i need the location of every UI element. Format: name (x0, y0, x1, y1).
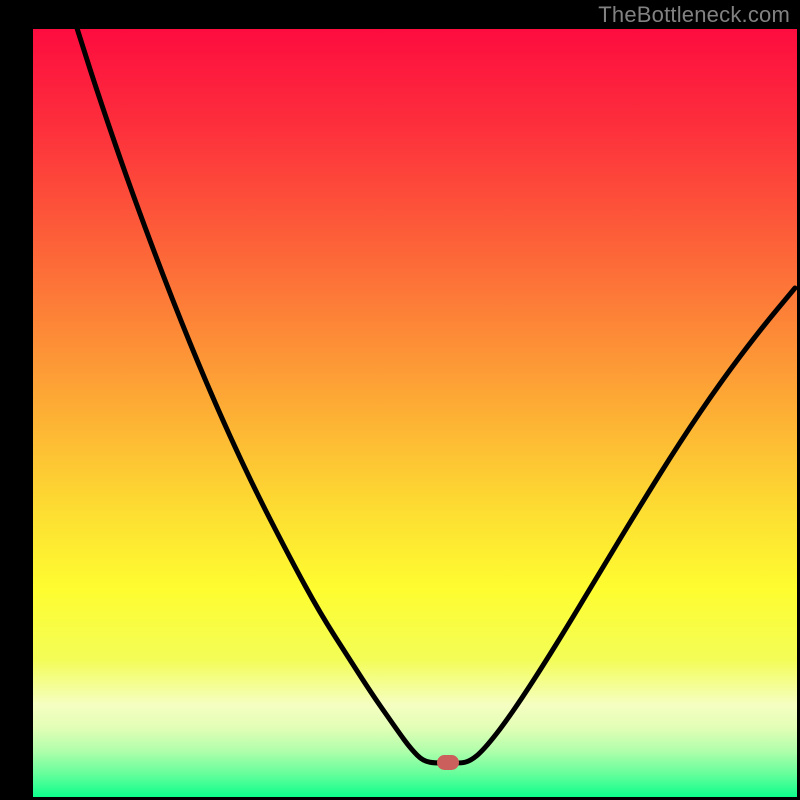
bottleneck-curve (33, 29, 797, 797)
curve-path (68, 29, 795, 763)
frame-left (0, 0, 33, 800)
plot-area (33, 29, 797, 797)
result-marker (437, 755, 459, 770)
watermark-text: TheBottleneck.com (598, 2, 790, 28)
chart-container: TheBottleneck.com (0, 0, 800, 800)
